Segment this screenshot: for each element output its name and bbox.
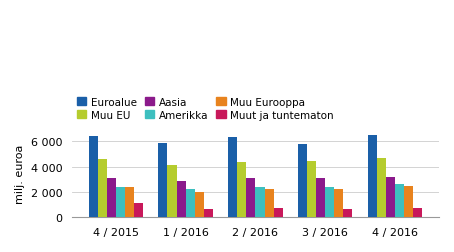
Bar	[395, 185, 404, 217]
Bar	[386, 177, 395, 217]
Bar	[125, 187, 134, 217]
Y-axis label: milj. euroa: milj. euroa	[15, 144, 25, 203]
Bar	[325, 187, 334, 217]
Bar	[413, 208, 422, 217]
Bar	[265, 189, 274, 217]
Bar	[134, 204, 143, 217]
Bar	[107, 178, 116, 217]
Bar	[334, 189, 343, 217]
Bar	[98, 159, 107, 217]
Legend: Euroalue, Muu EU, Aasia, Amerikka, Muu Eurooppa, Muut ja tuntematon: Euroalue, Muu EU, Aasia, Amerikka, Muu E…	[77, 97, 334, 120]
Bar	[377, 158, 386, 217]
Bar	[368, 135, 377, 217]
Bar	[307, 162, 316, 217]
Bar	[298, 144, 307, 217]
Bar	[89, 136, 98, 217]
Bar	[237, 162, 247, 217]
Bar	[228, 138, 237, 217]
Bar	[195, 192, 204, 217]
Bar	[186, 189, 195, 217]
Bar	[247, 178, 256, 217]
Bar	[168, 165, 177, 217]
Bar	[204, 210, 213, 217]
Bar	[116, 188, 125, 217]
Bar	[256, 188, 265, 217]
Bar	[343, 209, 352, 217]
Bar	[274, 208, 283, 217]
Bar	[316, 178, 325, 217]
Bar	[177, 181, 186, 217]
Bar	[404, 186, 413, 217]
Bar	[158, 144, 168, 217]
